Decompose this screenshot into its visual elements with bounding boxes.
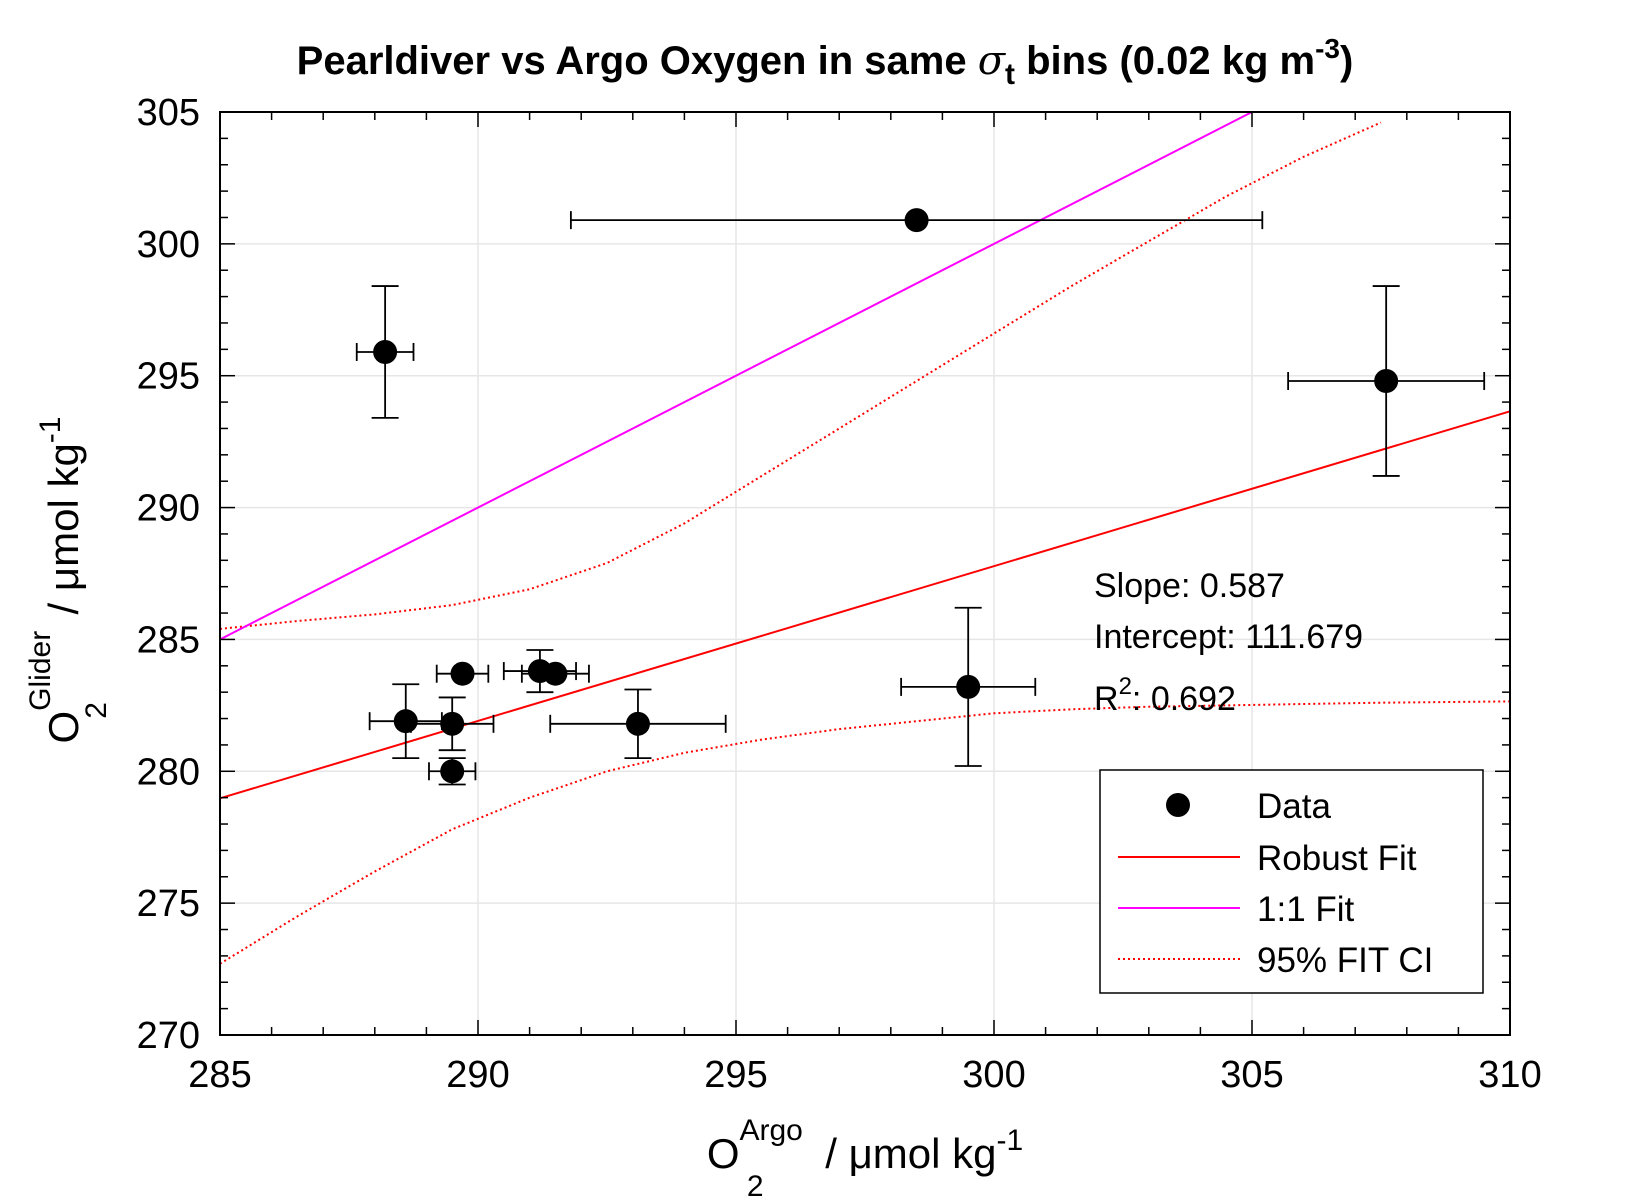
legend: Data Robust Fit 1:1 Fit 95% FIT CI xyxy=(1099,769,1484,994)
x-axis-label: OArgo 2 / μmol kg-1 xyxy=(707,1114,1023,1200)
plot-frame xyxy=(219,111,1511,1036)
r-squared-label: R2: 0.692 xyxy=(1094,673,1236,718)
legend-marker-data xyxy=(1166,793,1190,817)
y-tick-label: 275 xyxy=(137,883,200,925)
data-point xyxy=(440,711,465,736)
data-point xyxy=(393,709,418,734)
x-tick-label: 305 xyxy=(1220,1054,1283,1096)
y-tick-labels: 270 275 280 285 290 295 300 305 xyxy=(137,92,200,1057)
x-tick-label: 295 xyxy=(704,1054,767,1096)
data-point xyxy=(1374,368,1399,393)
legend-label-one-to-one: 1:1 Fit xyxy=(1257,890,1355,929)
intercept-label: Intercept: 111.679 xyxy=(1094,618,1363,656)
error-bars xyxy=(355,211,1486,786)
x-tick-label: 300 xyxy=(962,1054,1025,1096)
x-tick-label: 310 xyxy=(1478,1054,1541,1096)
data-point xyxy=(440,759,465,784)
x-tick-label: 285 xyxy=(188,1054,251,1096)
fit-statistics: Slope: 0.587 Intercept: 111.679 R2: 0.69… xyxy=(1094,567,1363,718)
data-point xyxy=(543,661,568,686)
legend-label-data: Data xyxy=(1257,787,1331,826)
x-tick-labels: 285 290 295 300 305 310 xyxy=(188,1054,1541,1096)
y-tick-label: 270 xyxy=(137,1015,200,1057)
data-point xyxy=(625,711,650,736)
legend-label-robust-fit: Robust Fit xyxy=(1257,839,1417,878)
robust-fit-line xyxy=(219,410,1511,800)
data-point xyxy=(956,674,981,699)
data-point xyxy=(373,339,398,364)
legend-box xyxy=(1099,769,1484,994)
one-to-one-line xyxy=(219,111,1253,641)
axis-ticks xyxy=(219,111,1511,1036)
fit-lines xyxy=(219,111,1511,800)
y-tick-label: 280 xyxy=(137,751,200,793)
y-tick-label: 290 xyxy=(137,488,200,530)
x-tick-label: 290 xyxy=(446,1054,509,1096)
y-tick-label: 305 xyxy=(137,92,200,134)
legend-label-ci: 95% FIT CI xyxy=(1257,941,1433,980)
y-axis-label: OGlider 2 / μmol kg-1 xyxy=(24,417,113,744)
data-point xyxy=(450,661,475,686)
slope-label: Slope: 0.587 xyxy=(1094,567,1285,605)
y-tick-label: 295 xyxy=(137,356,200,398)
data-point xyxy=(904,208,929,233)
y-tick-label: 285 xyxy=(137,619,200,661)
y-tick-label: 300 xyxy=(137,224,200,266)
chart-title: Pearldiver vs Argo Oxygen in same σt bin… xyxy=(297,33,1354,91)
data-points xyxy=(373,208,1399,784)
